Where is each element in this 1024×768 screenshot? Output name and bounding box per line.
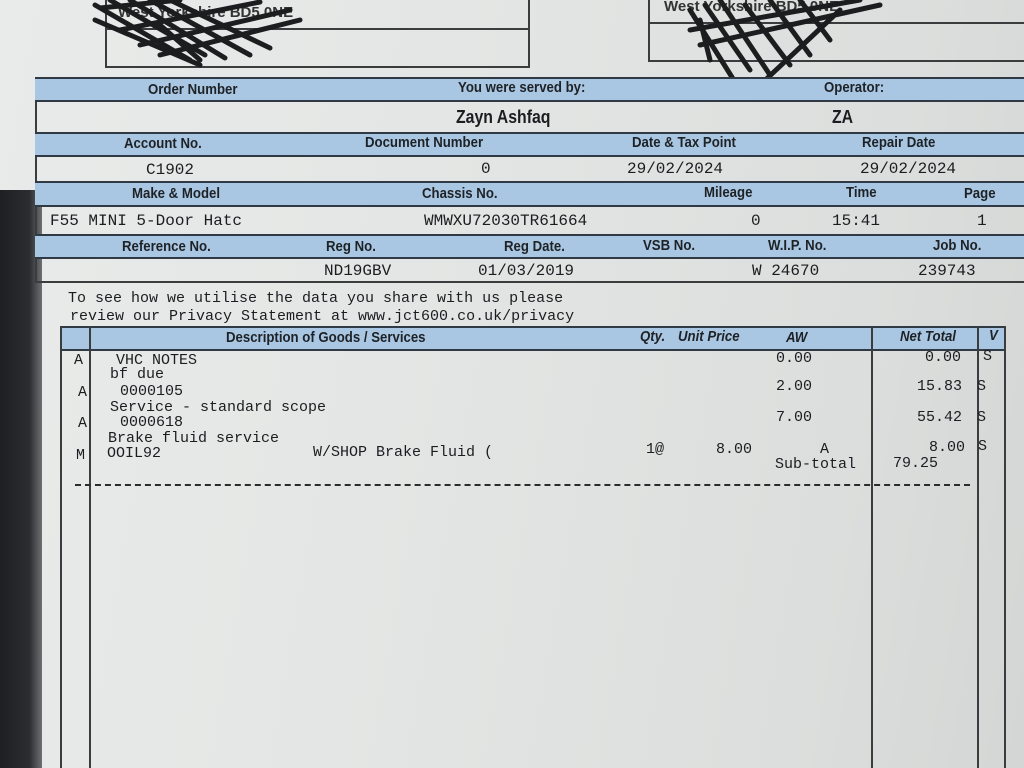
divider [648, 22, 1024, 24]
row-net: 8.00 [929, 439, 966, 456]
job-value: 239743 [918, 262, 976, 280]
row-aw: 0.00 [776, 350, 813, 367]
served-by-label: You were served by: [458, 79, 586, 96]
subtotal-label: Sub-total [775, 456, 857, 473]
row-v: S [977, 378, 987, 395]
chassis-label: Chassis No. [422, 185, 498, 202]
operator-label: Operator: [824, 79, 885, 96]
redaction-scribble [92, 0, 883, 93]
col-description: Description of Goods / Services [226, 329, 426, 346]
reg-no-label: Reg No. [326, 238, 376, 255]
subtotal-value: 79.25 [893, 455, 939, 472]
account-no-value: C1902 [146, 161, 195, 179]
reference-label: Reference No. [122, 238, 211, 255]
document-number-label: Document Number [365, 134, 484, 151]
row-aw: 7.00 [776, 409, 813, 426]
job-label: Job No. [933, 237, 982, 254]
page-label: Page [964, 185, 996, 202]
table-border [35, 77, 37, 283]
divider [105, 28, 528, 30]
col-unit-price: Unit Price [678, 328, 740, 345]
account-no-label: Account No. [124, 135, 202, 152]
vsb-label: VSB No. [643, 237, 696, 254]
make-model-value: F55 MINI 5-Door Hatc [50, 212, 243, 230]
row-aw: A [820, 441, 830, 458]
page-value: 1 [977, 212, 987, 230]
row-ref: OOIL92 [107, 445, 162, 462]
col-qty: Qty. [640, 328, 666, 345]
reg-no-value: ND19GBV [324, 262, 392, 280]
row-code: A [78, 415, 88, 432]
header-band-2 [35, 132, 1024, 157]
row-ref: VHC NOTES [116, 352, 198, 369]
reg-date-label: Reg Date. [504, 238, 565, 255]
table-border [60, 326, 62, 768]
row-code: A [78, 384, 88, 401]
order-number-label: Order Number [148, 81, 238, 98]
date-tax-point-label: Date & Tax Point [632, 134, 736, 151]
mileage-label: Mileage [704, 184, 753, 201]
chassis-value: WMWXU72030TR61664 [424, 212, 588, 230]
items-header-band [60, 326, 1005, 351]
date-tax-point-value: 29/02/2024 [627, 160, 724, 178]
row-title: Service - standard scope [110, 399, 327, 416]
time-value: 15:41 [832, 212, 881, 230]
header-band-4 [35, 234, 1024, 259]
table-border [37, 281, 1024, 283]
row-v: S [977, 409, 987, 426]
column-divider [89, 326, 91, 768]
row-net: 55.42 [917, 409, 963, 426]
privacy-line-1: To see how we utilise the data you share… [68, 290, 564, 307]
table-border [1004, 326, 1006, 768]
col-aw: AW [786, 329, 808, 346]
row-detail: W/SHOP Brake Fluid ( [313, 444, 494, 461]
served-by-value: Zayn Ashfaq [456, 107, 551, 127]
column-divider [871, 326, 873, 768]
reg-date-value: 01/03/2019 [478, 262, 575, 280]
background-car-interior [0, 190, 42, 768]
row-title: bf due [110, 366, 165, 383]
row-code: A [74, 352, 84, 369]
repair-date-label: Repair Date [862, 134, 936, 151]
col-net-total: Net Total [900, 328, 956, 345]
repair-date-value: 29/02/2024 [860, 160, 957, 178]
wip-value: W 24670 [752, 262, 820, 280]
row-ref: 0000105 [120, 383, 184, 400]
privacy-line-2: review our Privacy Statement at www.jct6… [70, 308, 575, 325]
row-v: S [978, 438, 988, 455]
col-v: V [989, 327, 998, 344]
document-number-value: 0 [481, 160, 491, 178]
row-ref: 0000618 [120, 414, 184, 431]
row-code: M [76, 447, 86, 464]
row-unit-price: 8.00 [716, 441, 753, 458]
row-qty: 1@ [646, 441, 665, 458]
time-label: Time [846, 184, 877, 201]
address-box-right [648, 0, 1024, 62]
make-model-label: Make & Model [132, 185, 221, 202]
mileage-value: 0 [751, 212, 761, 230]
address-box-left [105, 0, 530, 68]
dashed-separator [75, 484, 970, 486]
operator-value: ZA [832, 107, 854, 127]
column-divider [977, 326, 979, 768]
row-net: 15.83 [917, 378, 963, 395]
row-v: S [983, 348, 993, 365]
header-band-3 [35, 181, 1024, 207]
row-title: Brake fluid service [108, 430, 280, 447]
wip-label: W.I.P. No. [768, 237, 827, 254]
header-band-1 [35, 77, 1024, 102]
row-net: 0.00 [925, 349, 962, 366]
row-aw: 2.00 [776, 378, 813, 395]
